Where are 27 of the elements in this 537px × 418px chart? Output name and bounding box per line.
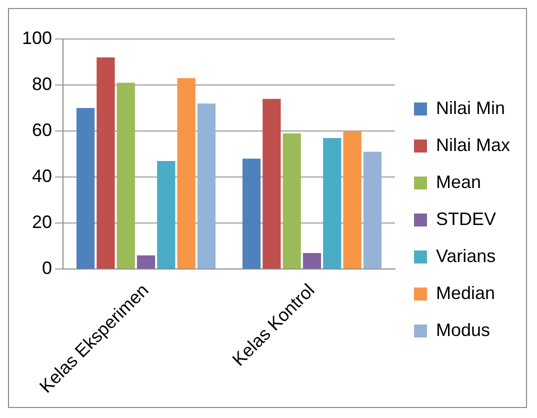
- legend-label: Median: [436, 282, 496, 303]
- bar: [76, 108, 95, 269]
- bar: [302, 253, 322, 269]
- y-tick-label: 0: [42, 258, 52, 278]
- legend-label: Mean: [436, 172, 482, 192]
- legend-label: Modus: [436, 320, 490, 340]
- y-tick-label: 40: [32, 166, 52, 186]
- bar: [363, 152, 382, 269]
- bar: [197, 103, 216, 269]
- bar: [177, 78, 196, 269]
- bar: [262, 98, 281, 269]
- bar: [116, 82, 135, 269]
- bar: [136, 255, 156, 269]
- legend-label: STDEV: [436, 208, 496, 229]
- bar: [242, 158, 261, 269]
- y-tick-label: 60: [32, 120, 52, 140]
- legend-label: Nilai Max: [436, 134, 510, 155]
- bar: [96, 57, 115, 269]
- legend-label: Nilai Min: [436, 98, 506, 118]
- bar: [157, 160, 176, 269]
- bar: [343, 131, 362, 269]
- y-tick-label: 100: [22, 28, 52, 48]
- legend-label: Varians: [436, 246, 496, 266]
- y-tick-label: 20: [32, 212, 52, 232]
- bar: [282, 133, 301, 269]
- bar: [323, 138, 342, 269]
- y-tick-label: 80: [32, 74, 52, 94]
